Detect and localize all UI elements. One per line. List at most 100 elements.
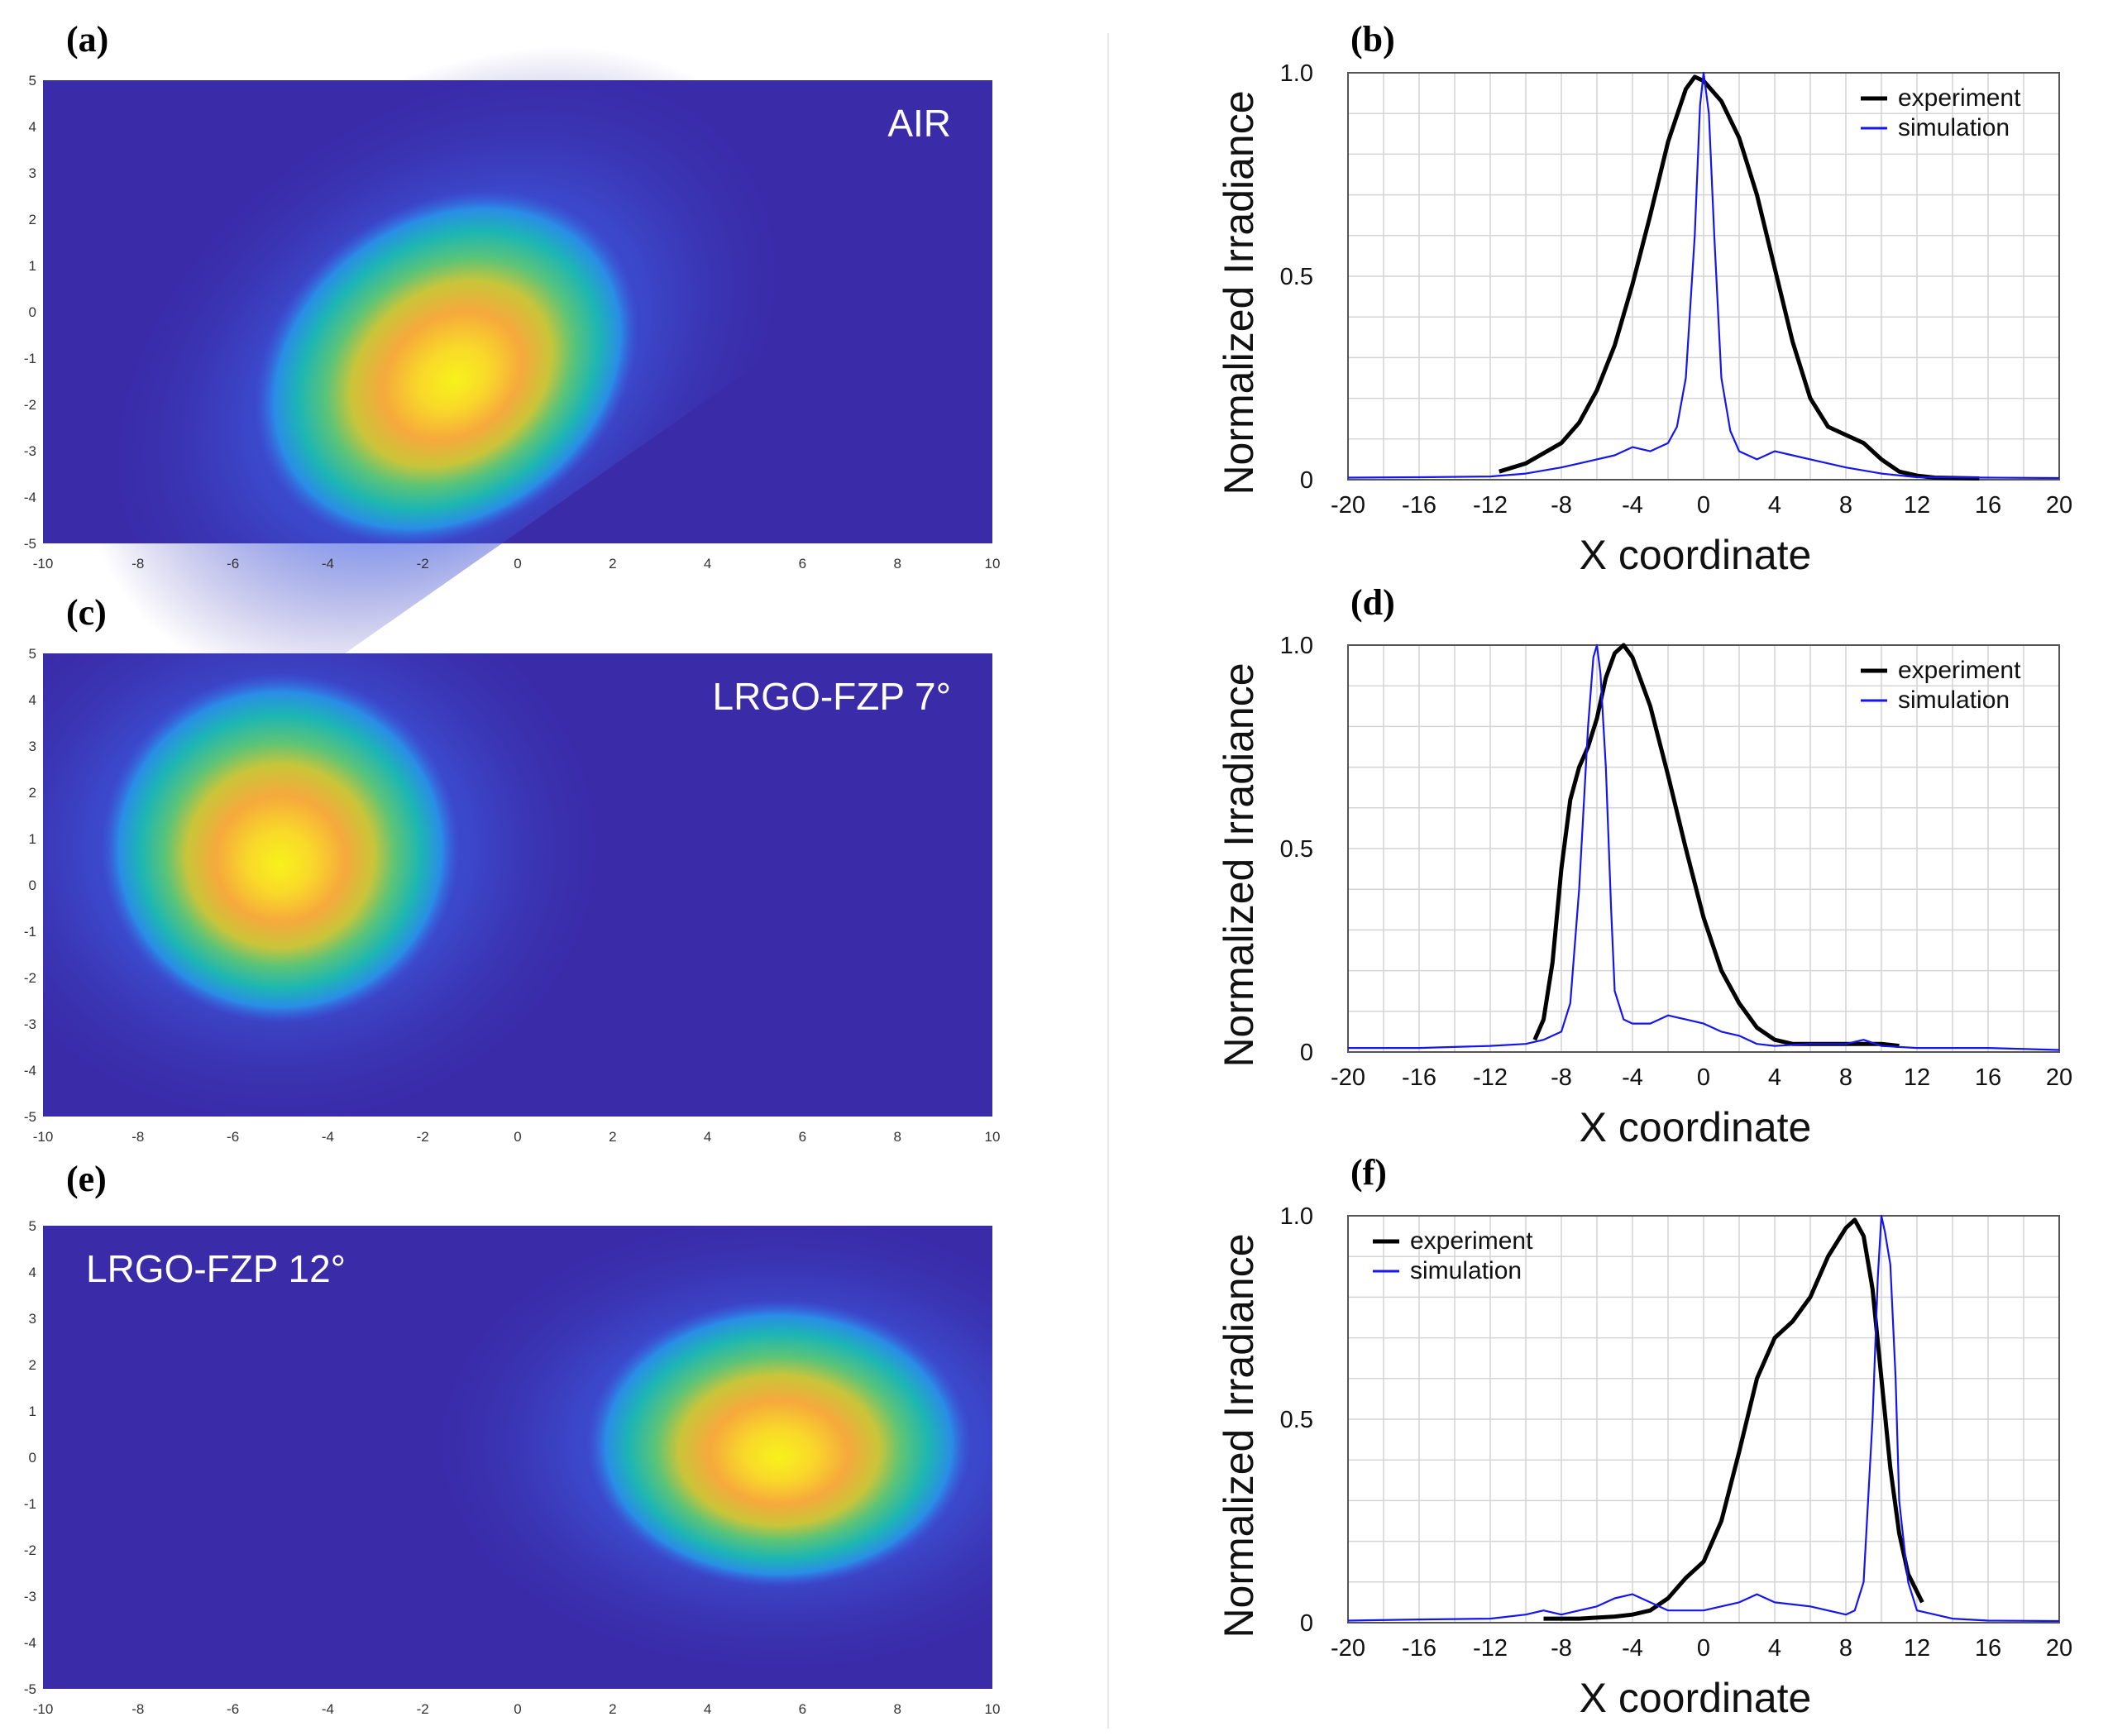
heatmap-hotspot bbox=[101, 672, 460, 1023]
y-tick-label: 5 bbox=[29, 1218, 36, 1234]
x-tick-label: -12 bbox=[1473, 1064, 1508, 1091]
x-tick-label: -16 bbox=[1402, 492, 1436, 519]
x-tick-label: -12 bbox=[1473, 492, 1508, 519]
x-tick-label: -20 bbox=[1331, 1064, 1365, 1091]
x-tick-label: 8 bbox=[1839, 1635, 1852, 1662]
x-tick-label: 10 bbox=[985, 1129, 1001, 1145]
x-tick-label: 4 bbox=[704, 556, 711, 571]
y-tick-label: 0 bbox=[1300, 1040, 1313, 1066]
heatmap-title: LRGO-FZP 7° bbox=[713, 675, 952, 718]
panel-label: (b) bbox=[1350, 19, 1395, 60]
y-tick-label: 0 bbox=[1300, 467, 1313, 494]
x-axis-title: X coordinate bbox=[1580, 1675, 1812, 1721]
line-chart-b: (b) -20 -16 -12 -8 -4 0 4 8 12 16 20 0 0.5 1.0 X coordi… bbox=[1216, 19, 2072, 578]
y-tick-label: 0 bbox=[29, 304, 36, 320]
legend-label: simulation bbox=[1898, 686, 2010, 714]
y-tick-label: 3 bbox=[29, 165, 36, 181]
x-tick-label: 10 bbox=[985, 556, 1001, 571]
x-tick-label: -20 bbox=[1331, 1635, 1365, 1662]
y-tick-label: 0.5 bbox=[1280, 836, 1313, 863]
x-tick-label: 8 bbox=[1839, 492, 1852, 519]
panel-label: (f) bbox=[1350, 1152, 1387, 1193]
panel-label: (a) bbox=[66, 19, 108, 60]
x-tick-label: -4 bbox=[1622, 1064, 1643, 1091]
plot-frame bbox=[1347, 644, 2060, 1053]
heatmap-title: AIR bbox=[887, 102, 951, 145]
x-tick-label: 8 bbox=[893, 1129, 901, 1145]
x-tick-label: 16 bbox=[1975, 492, 2001, 519]
series-line-simulation bbox=[1348, 643, 2060, 1051]
y-tick-label: 1.0 bbox=[1280, 1203, 1313, 1230]
x-tick-label: -6 bbox=[227, 1129, 239, 1145]
x-tick-label: 8 bbox=[893, 556, 901, 571]
x-tick-label: 0 bbox=[1697, 1064, 1710, 1091]
y-tick-label: 1.0 bbox=[1280, 60, 1313, 87]
x-tick-label: -4 bbox=[322, 1701, 334, 1717]
legend-label: experiment bbox=[1410, 1227, 1533, 1255]
x-tick-label: 10 bbox=[985, 1701, 1001, 1717]
x-tick-label: 12 bbox=[1904, 1064, 1930, 1091]
x-tick-label: 6 bbox=[799, 556, 806, 571]
x-tick-label: -20 bbox=[1331, 492, 1365, 519]
y-tick-label: 1 bbox=[29, 258, 36, 274]
x-tick-label: -12 bbox=[1473, 1635, 1508, 1662]
x-tick-label: 0 bbox=[514, 1701, 521, 1717]
x-tick-label: -8 bbox=[1551, 1064, 1572, 1091]
x-tick-label: 0 bbox=[1697, 492, 1710, 519]
y-tick-label: 2 bbox=[29, 212, 36, 227]
plot-frame bbox=[1347, 1215, 2060, 1624]
x-tick-label: 6 bbox=[799, 1701, 806, 1717]
y-tick-label: -3 bbox=[24, 1589, 36, 1604]
x-tick-label: 12 bbox=[1904, 1635, 1930, 1662]
y-tick-label: -3 bbox=[24, 1016, 36, 1032]
y-tick-label: -2 bbox=[24, 397, 36, 413]
y-tick-label: 5 bbox=[29, 646, 36, 662]
y-tick-label: 0 bbox=[1300, 1610, 1313, 1637]
x-tick-label: 4 bbox=[1768, 1635, 1781, 1662]
x-tick-label: 16 bbox=[1975, 1064, 2001, 1091]
line-chart-f: (f) -20 -16 -12 -8 -4 0 4 8 12 16 20 0 0.5 1.0 X coordi… bbox=[1216, 1152, 2072, 1721]
x-tick-label: -2 bbox=[417, 1701, 429, 1717]
x-tick-label: -6 bbox=[227, 556, 239, 571]
series-line-simulation bbox=[1347, 1214, 2060, 1623]
x-tick-label: 20 bbox=[2046, 492, 2072, 519]
panel-label: (c) bbox=[66, 592, 107, 633]
x-tick-label: -16 bbox=[1402, 1064, 1436, 1091]
x-tick-label: 0 bbox=[514, 1129, 521, 1145]
x-tick-label: -4 bbox=[1622, 1635, 1643, 1662]
x-tick-label: 6 bbox=[799, 1129, 806, 1145]
y-tick-label: 4 bbox=[29, 119, 36, 135]
y-tick-label: 1 bbox=[29, 1404, 36, 1419]
y-tick-label: 4 bbox=[29, 1265, 36, 1280]
line-chart-d: (d) -20 -16 -12 -8 -4 0 4 8 12 16 20 0 0.5 1.0 X coordi… bbox=[1216, 582, 2072, 1150]
series-line-experiment bbox=[1532, 643, 1900, 1049]
x-tick-label: 12 bbox=[1904, 492, 1930, 519]
y-tick-label: -2 bbox=[24, 970, 36, 986]
panel-label: (d) bbox=[1350, 582, 1395, 623]
x-tick-label: -10 bbox=[33, 1701, 54, 1717]
heatmap-panel-e: (e)LRGO-FZP 12°-10 -8 -6 -4 -2 0 2 4 6 8 10543210-… bbox=[24, 1159, 1001, 1717]
y-tick-label: 0 bbox=[29, 1450, 36, 1466]
x-tick-label: 8 bbox=[893, 1701, 901, 1717]
y-tick-label: 0 bbox=[29, 878, 36, 893]
x-axis-title: X coordinate bbox=[1580, 532, 1812, 578]
y-tick-label: -1 bbox=[24, 924, 36, 940]
heatmap-hotspot bbox=[254, 189, 639, 546]
x-tick-label: -8 bbox=[131, 1701, 144, 1717]
heatmap-title: LRGO-FZP 12° bbox=[86, 1247, 346, 1290]
x-tick-label: -6 bbox=[227, 1701, 239, 1717]
x-tick-label: 4 bbox=[1768, 1064, 1781, 1091]
y-tick-label: 3 bbox=[29, 1311, 36, 1327]
y-tick-label: -4 bbox=[24, 1063, 36, 1078]
x-tick-label: -8 bbox=[131, 556, 144, 571]
legend-label: experiment bbox=[1898, 657, 2021, 684]
legend-label: experiment bbox=[1898, 84, 2021, 112]
series-line-experiment bbox=[1543, 1217, 1924, 1621]
y-tick-label: -1 bbox=[24, 351, 36, 366]
y-tick-label: 3 bbox=[29, 739, 36, 754]
x-tick-label: -10 bbox=[33, 1129, 54, 1145]
y-axis-title: Normalized Irradiance bbox=[1216, 662, 1262, 1067]
y-tick-label: 2 bbox=[29, 1357, 36, 1373]
